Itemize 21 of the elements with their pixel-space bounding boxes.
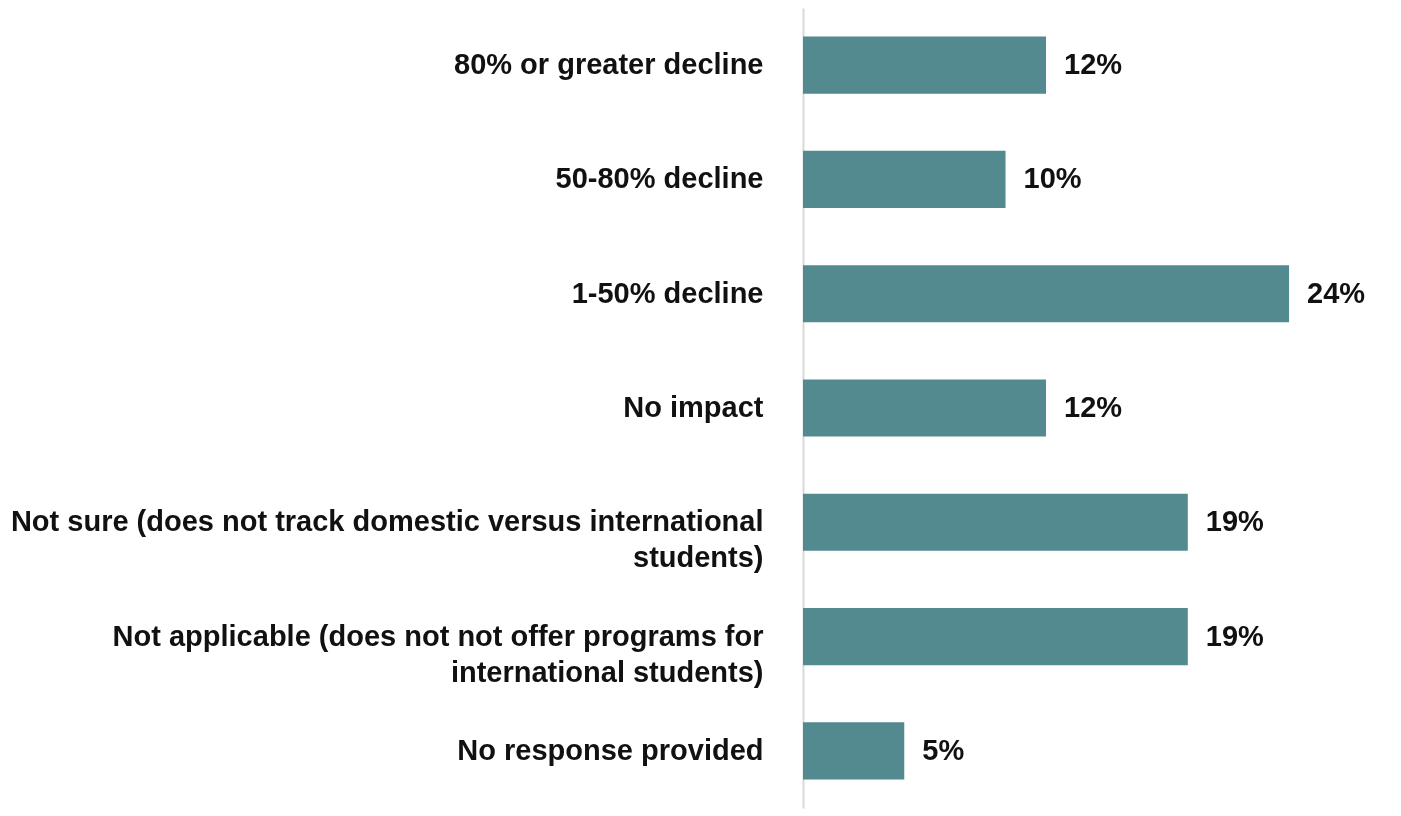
- y-tick-label: 80% or greater decline: [454, 48, 764, 81]
- y-tick-label: No impact: [623, 391, 764, 423]
- bar: [803, 493, 1188, 551]
- bar: [803, 36, 1047, 94]
- data-label: 10%: [1023, 162, 1082, 195]
- data-label: 24%: [1307, 276, 1366, 309]
- y-tick-label: Not sure (does not track domestic versus international students): [10, 505, 764, 574]
- data-label: 12%: [1064, 48, 1123, 81]
- y-tick-label: 50-80% decline: [555, 162, 764, 195]
- bar: [803, 722, 905, 780]
- data-label: 19%: [1205, 619, 1265, 652]
- bar: [803, 150, 1006, 208]
- y-tick-label: 1-50% decline: [571, 276, 764, 309]
- bar: [803, 265, 1290, 323]
- bar: [803, 608, 1188, 666]
- data-label: 12%: [1064, 391, 1123, 423]
- y-tick-label: Not applicable (does not not offer programs for international students): [112, 619, 764, 688]
- y-tick-label: No response provided: [457, 733, 764, 766]
- data-label: 5%: [922, 733, 965, 766]
- data-label: 19%: [1205, 505, 1265, 538]
- bar: [803, 379, 1047, 437]
